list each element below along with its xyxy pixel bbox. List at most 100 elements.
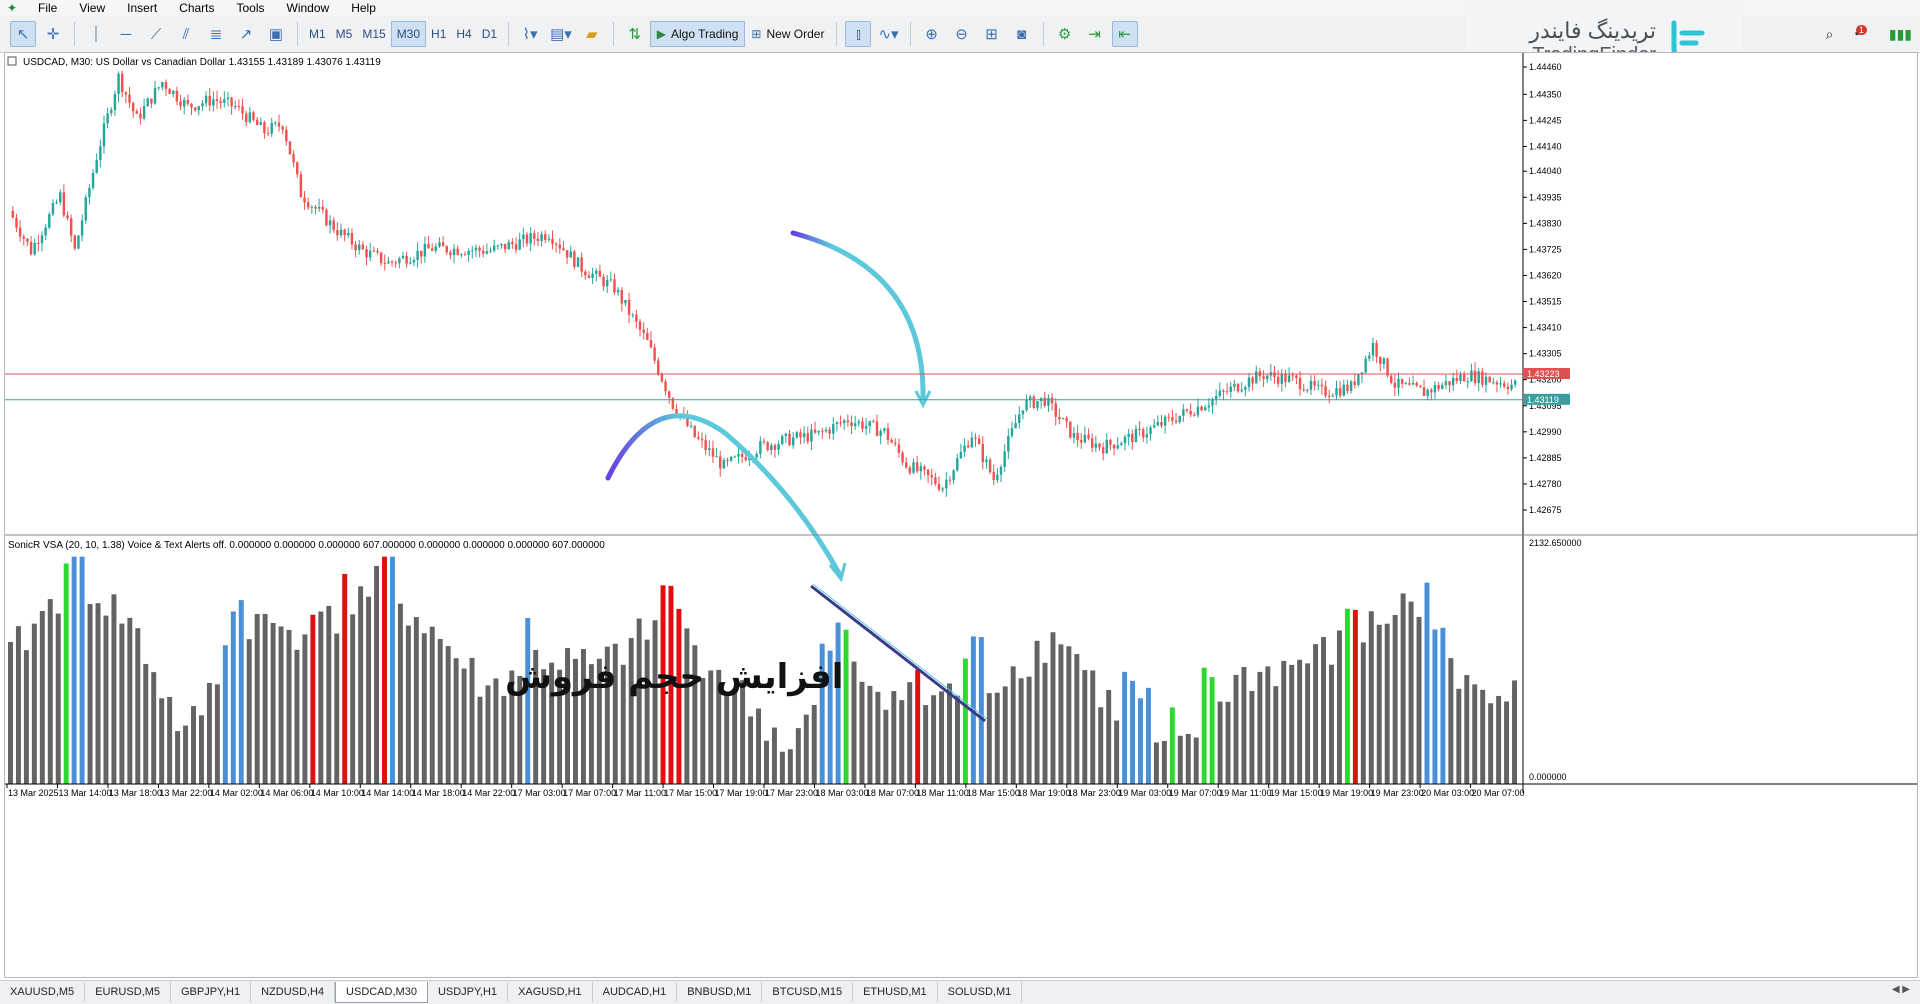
- candle-body: [161, 82, 164, 88]
- timeframe-h1[interactable]: H1: [431, 27, 447, 41]
- candle-body: [306, 202, 310, 208]
- candle-body: [901, 452, 904, 463]
- candle-body: [110, 109, 113, 114]
- candle-body: [1313, 380, 1316, 386]
- chart-tab[interactable]: AUDCAD,H1: [593, 982, 678, 1002]
- grid-icon[interactable]: ⊞: [985, 26, 998, 43]
- menu-charts[interactable]: Charts: [179, 1, 215, 15]
- volume-bar: [1042, 662, 1048, 784]
- chart-tab[interactable]: SOLUSD,M1: [938, 982, 1023, 1002]
- chart-tab[interactable]: BTCUSD,M15: [762, 982, 854, 1002]
- time-label: 17 Mar 19:00: [715, 788, 768, 798]
- market-watch-icon[interactable]: ⇅: [628, 26, 642, 43]
- chart-tab[interactable]: NZDUSD,H4: [251, 982, 336, 1002]
- volume-bar: [71, 556, 77, 784]
- timeframe-m5[interactable]: M5: [335, 27, 353, 41]
- fibonacci-icon[interactable]: ≣: [209, 26, 223, 43]
- menu-file[interactable]: File: [38, 1, 58, 15]
- candle-body: [1473, 370, 1477, 383]
- indicators-icon[interactable]: ⌇▾: [522, 26, 538, 43]
- price-label: 1.44245: [1529, 115, 1562, 125]
- volume-bar: [1432, 629, 1438, 784]
- candle-body: [1152, 425, 1156, 428]
- cursor-icon[interactable]: ↖: [10, 21, 36, 47]
- candle-body: [237, 105, 241, 107]
- candle-body: [489, 250, 492, 252]
- candle-body: [193, 107, 197, 111]
- auto-scroll-icon[interactable]: ⇥: [1088, 26, 1101, 43]
- zoom-in-icon[interactable]: ⊕: [925, 26, 938, 43]
- crosshair-icon[interactable]: ✛: [46, 26, 60, 43]
- tab-scroll-arrows-icon[interactable]: ◀ ▶: [1891, 984, 1910, 995]
- line-chart-icon[interactable]: ∿▾: [878, 26, 899, 43]
- volume-bar: [931, 695, 937, 784]
- volume-bar: [915, 669, 921, 784]
- menu-tools[interactable]: Tools: [236, 1, 265, 15]
- candle-body: [1430, 389, 1433, 393]
- candle-body: [117, 73, 120, 95]
- candle-body: [1276, 376, 1280, 384]
- vertical-line-icon[interactable]: ⏐: [91, 25, 101, 43]
- candle-body: [358, 244, 361, 251]
- time-label: 18 Mar 07:00: [866, 788, 919, 798]
- channel-icon[interactable]: ⫽: [182, 25, 190, 43]
- chart-tab[interactable]: XAUUSD,M5: [0, 982, 86, 1002]
- candle-body: [1018, 414, 1021, 424]
- candle-body: [212, 99, 215, 106]
- volume-bar: [389, 556, 395, 784]
- volume-bar: [644, 639, 650, 784]
- new-order-label: New Order: [766, 27, 825, 41]
- candle-body: [518, 239, 521, 250]
- folder-icon[interactable]: ▰: [585, 26, 598, 43]
- volume-bar: [1352, 609, 1358, 784]
- search-icon[interactable]: ⌕: [1825, 25, 1834, 42]
- chart-shift-icon[interactable]: ⇤: [1111, 21, 1138, 47]
- candle-body: [1462, 374, 1466, 382]
- timeframe-h4[interactable]: H4: [456, 27, 472, 41]
- chart-tab[interactable]: BNBUSD,M1: [677, 982, 763, 1002]
- chart-tab[interactable]: USDJPY,H1: [428, 982, 509, 1002]
- timeframe-m15[interactable]: M15: [362, 27, 386, 41]
- screenshot-icon[interactable]: ◙: [1017, 25, 1027, 43]
- chart-tab[interactable]: ETHUSD,M1: [853, 982, 938, 1002]
- horizontal-line-icon[interactable]: ─: [120, 25, 132, 43]
- candle-body: [558, 244, 562, 249]
- chart-tab[interactable]: USDCAD,M30: [335, 982, 428, 1003]
- candle-body: [37, 243, 40, 245]
- menu-help[interactable]: Help: [351, 1, 376, 15]
- chart-window[interactable]: USDCAD, M30: US Dollar vs Canadian Dolla…: [4, 52, 1918, 978]
- shapes-icon[interactable]: ↗: [239, 26, 253, 43]
- templates-icon[interactable]: ▤▾: [550, 26, 572, 43]
- candle-body: [689, 425, 693, 427]
- time-label: 17 Mar 03:00: [513, 788, 566, 798]
- trendline-icon[interactable]: ⟋: [150, 25, 162, 43]
- candle-body: [1342, 384, 1346, 396]
- candle-body: [1441, 385, 1444, 389]
- candle-body: [336, 230, 339, 236]
- candle-body: [686, 416, 689, 427]
- settings-icon[interactable]: ⚙: [1057, 26, 1072, 43]
- volume-arrow-curve: [605, 413, 843, 578]
- price-label: 1.44140: [1529, 141, 1562, 151]
- menu-view[interactable]: View: [79, 1, 106, 15]
- algo-trading-button[interactable]: ▶ Algo Trading: [649, 21, 746, 47]
- notifications-icon[interactable]: ◔1: [1851, 25, 1870, 42]
- new-order-button[interactable]: ⊞ New Order: [745, 22, 830, 46]
- volume-bar: [1313, 644, 1319, 784]
- menu-insert[interactable]: Insert: [127, 1, 158, 15]
- timeframe-m30[interactable]: M30: [390, 21, 427, 47]
- chart-tab[interactable]: GBPJPY,H1: [171, 982, 252, 1002]
- timeframe-d1[interactable]: D1: [481, 27, 498, 41]
- candle-body: [102, 123, 106, 147]
- time-label: 19 Mar 15:00: [1270, 788, 1323, 798]
- chart-tab[interactable]: EURUSD,M5: [85, 982, 171, 1002]
- candlestick-icon[interactable]: ⫾: [845, 21, 872, 47]
- chart-tab[interactable]: XAGUSD,H1: [508, 982, 593, 1002]
- candle-body: [394, 262, 397, 264]
- menu-window[interactable]: Window: [286, 1, 330, 15]
- candle-body: [1225, 391, 1229, 393]
- chart-canvas[interactable]: USDCAD, M30: US Dollar vs Canadian Dolla…: [5, 53, 1917, 977]
- zoom-out-icon[interactable]: ⊖: [955, 26, 968, 43]
- rectangle-icon[interactable]: ▣: [268, 26, 284, 43]
- timeframe-m1[interactable]: M1: [309, 27, 326, 41]
